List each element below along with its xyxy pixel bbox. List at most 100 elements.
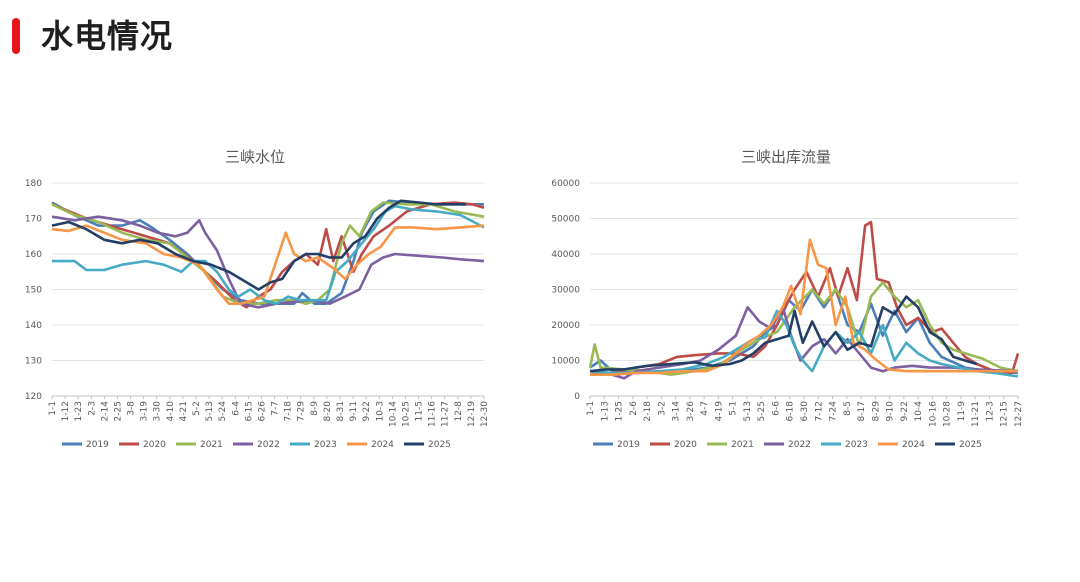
x-tick-label: 6-6: [771, 401, 781, 416]
x-tick-label: 1-1: [48, 401, 58, 416]
series-line-2024: [590, 238, 1018, 376]
x-tick-label: 7-7: [271, 401, 281, 416]
x-tick-label: 11-16: [428, 401, 438, 427]
legend-label-2021: 2021: [200, 440, 223, 450]
series-line-2025: [51, 199, 467, 291]
y-tick-label: 130: [25, 357, 42, 367]
series-line-2024: [51, 224, 485, 305]
x-tick-label: 3-26: [686, 401, 696, 422]
x-tick-label: 3-30: [153, 401, 163, 422]
x-tick-label: 8-31: [336, 401, 346, 421]
y-tick-label: 40000: [551, 250, 580, 260]
x-tick-label: 7-18: [284, 401, 294, 422]
x-tick-label: 1-1: [586, 401, 596, 416]
legend-label-2024: 2024: [371, 440, 394, 450]
x-tick-label: 10-25: [401, 401, 411, 427]
page-title: 水电情况: [41, 17, 174, 55]
x-tick-label: 3-19: [140, 401, 150, 422]
legend-label-2020: 2020: [674, 440, 697, 450]
series-line-2022: [51, 215, 485, 309]
x-tick-label: 5-25: [757, 401, 767, 421]
legend-label-2021: 2021: [731, 440, 754, 450]
x-tick-label: 12-19: [467, 401, 477, 427]
legend-label-2019: 2019: [86, 440, 109, 450]
x-tick-label: 1-25: [615, 401, 625, 421]
x-tick-label: 3-2: [657, 401, 667, 416]
x-tick-label: 9-11: [349, 401, 359, 421]
x-tick-label: 2-14: [100, 401, 110, 422]
x-tick-label: 11-27: [441, 401, 451, 427]
y-tick-label: 60000: [551, 179, 580, 189]
x-tick-label: 10-14: [388, 401, 398, 427]
x-tick-label: 6-15: [244, 401, 254, 421]
x-tick-label: 10-28: [943, 401, 953, 427]
x-tick-label: 2-3: [87, 401, 97, 416]
x-tick-label: 10-16: [928, 401, 938, 427]
x-tick-label: 4-19: [714, 401, 724, 422]
y-tick-label: 140: [25, 321, 42, 331]
x-tick-label: 12-30: [480, 401, 490, 427]
legend-label-2025: 2025: [959, 440, 982, 450]
chart-title: 三峡水位: [225, 148, 285, 166]
x-tick-label: 4-10: [166, 401, 176, 422]
x-tick-label: 7-29: [297, 401, 307, 422]
x-tick-label: 5-13: [205, 401, 215, 421]
x-tick-label: 6-30: [800, 401, 810, 422]
legend-label-2019: 2019: [617, 440, 640, 450]
y-tick-label: 50000: [551, 215, 580, 225]
series-line-2025: [589, 295, 978, 373]
x-tick-label: 5-13: [743, 401, 753, 421]
x-tick-label: 4-7: [700, 401, 710, 416]
x-tick-label: 11-5: [415, 401, 425, 421]
y-tick-label: 10000: [551, 357, 580, 367]
x-tick-label: 5-2: [192, 401, 202, 416]
x-tick-label: 2-18: [643, 401, 653, 422]
legend-label-2022: 2022: [257, 440, 280, 450]
y-tick-label: 120: [25, 392, 42, 402]
y-tick-label: 30000: [551, 286, 580, 296]
x-tick-label: 12-27: [1014, 401, 1024, 427]
y-tick-label: 150: [25, 286, 42, 296]
x-tick-label: 5-24: [218, 401, 228, 422]
x-tick-label: 6-18: [786, 401, 796, 422]
y-tick-label: 160: [25, 250, 42, 260]
x-tick-label: 2-25: [113, 401, 123, 421]
x-tick-label: 1-23: [74, 401, 84, 421]
x-tick-label: 6-26: [257, 401, 267, 422]
legend-label-2020: 2020: [143, 440, 166, 450]
chart-title: 三峡出库流量: [741, 148, 831, 166]
y-tick-label: 170: [25, 215, 42, 225]
x-tick-label: 6-4: [231, 401, 241, 416]
x-tick-label: 3-8: [127, 401, 137, 416]
x-tick-label: 4-21: [179, 401, 189, 421]
x-tick-label: 12-3: [985, 401, 995, 421]
legend-label-2023: 2023: [845, 440, 868, 450]
x-tick-label: 2-6: [629, 401, 639, 416]
x-tick-label: 8-29: [871, 401, 881, 422]
x-tick-label: 5-1: [729, 401, 739, 416]
y-tick-label: 20000: [551, 321, 580, 331]
x-tick-label: 8-5: [843, 401, 853, 416]
series-line-2020: [589, 220, 1020, 376]
x-tick-label: 8-20: [323, 401, 333, 422]
x-tick-label: 7-12: [814, 401, 824, 421]
x-tick-label: 1-13: [600, 401, 610, 421]
x-tick-label: 9-10: [886, 401, 896, 422]
y-tick-label: 180: [25, 179, 42, 189]
x-tick-label: 1-12: [61, 401, 71, 421]
title-accent-bar: [12, 18, 20, 54]
x-tick-label: 12-8: [454, 401, 464, 422]
x-tick-label: 3-14: [672, 401, 682, 422]
x-tick-label: 12-15: [1000, 401, 1010, 427]
x-tick-label: 9-22: [362, 401, 372, 421]
legend-label-2023: 2023: [314, 440, 337, 450]
x-tick-label: 8-17: [857, 401, 867, 421]
x-tick-label: 11-9: [957, 401, 967, 422]
legend-label-2022: 2022: [788, 440, 811, 450]
legend-label-2025: 2025: [428, 440, 451, 450]
y-tick-label: 0: [574, 392, 580, 402]
x-tick-label: 8-9: [310, 401, 320, 416]
legend-label-2024: 2024: [902, 440, 925, 450]
x-tick-label: 11-21: [971, 401, 981, 427]
